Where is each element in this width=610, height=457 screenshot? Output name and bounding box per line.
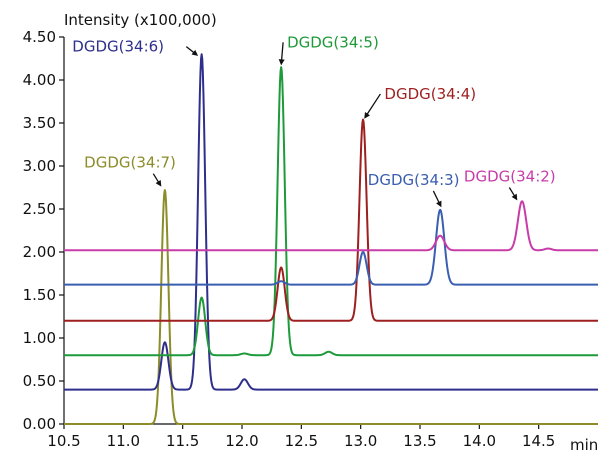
y-tick-label: 1.00 <box>23 329 56 347</box>
annotation-arrow-head <box>191 49 199 56</box>
annotations: DGDG(34:7) DGDG(34:6) DGDG(34:5) DGDG(34:4)… <box>72 33 556 208</box>
y-tick-label: 4.00 <box>23 71 56 89</box>
trace-dgdg-34-4- <box>63 118 599 322</box>
annotation-arrow-line <box>364 93 381 118</box>
annotation-arrow-head <box>155 179 162 187</box>
trace-dgdg-34-7- <box>63 189 599 425</box>
y-tick-label: 0.00 <box>23 415 56 433</box>
trace-dgdg-34-3- <box>63 208 599 286</box>
x-tick-label: 11.0 <box>107 432 140 450</box>
x-tick-label: 12.5 <box>285 432 318 450</box>
y-tick-label: 4.50 <box>23 28 56 46</box>
series-label: DGDG(34:4) <box>384 85 476 103</box>
annotation-arrow-head <box>364 112 371 119</box>
y-tick-label: 3.00 <box>23 157 56 175</box>
series-label: DGDG(34:5) <box>287 33 379 51</box>
y-tick-label: 2.50 <box>23 200 56 218</box>
annotation-arrow-head <box>278 59 285 66</box>
annotation-arrow-head <box>436 200 442 208</box>
x-tick-label: 11.5 <box>166 432 199 450</box>
x-axis-unit: min <box>570 436 598 454</box>
trace-dgdg-34-6- <box>63 53 599 391</box>
trace-dgdg-34-2- <box>63 200 599 252</box>
y-tick-label: 3.50 <box>23 114 56 132</box>
series-label: DGDG(34:3) <box>368 171 460 189</box>
series-label: DGDG(34:7) <box>84 154 176 172</box>
trace-dgdg-34-5- <box>63 66 599 357</box>
y-tick-label: 0.50 <box>23 372 56 390</box>
series-label: DGDG(34:2) <box>464 167 556 185</box>
axes: 0.00 0.50 1.00 1.50 2.00 2.50 3.00 3.50 4.00 4.50… <box>23 28 598 450</box>
annotation-arrow-head <box>511 193 518 201</box>
series-label: DGDG(34:6) <box>72 38 164 56</box>
y-axis-title: Intensity (x100,000) <box>64 11 217 29</box>
x-tick-label: 12.0 <box>225 432 258 450</box>
x-tick-label: 14.0 <box>463 432 496 450</box>
x-tick-label: 13.0 <box>344 432 377 450</box>
traces <box>63 53 599 425</box>
x-tick-label: 14.5 <box>522 432 555 450</box>
x-tick-label: 13.5 <box>403 432 436 450</box>
y-tick-label: 2.00 <box>23 243 56 261</box>
x-tick-label: 10.5 <box>47 432 80 450</box>
y-tick-label: 1.50 <box>23 286 56 304</box>
